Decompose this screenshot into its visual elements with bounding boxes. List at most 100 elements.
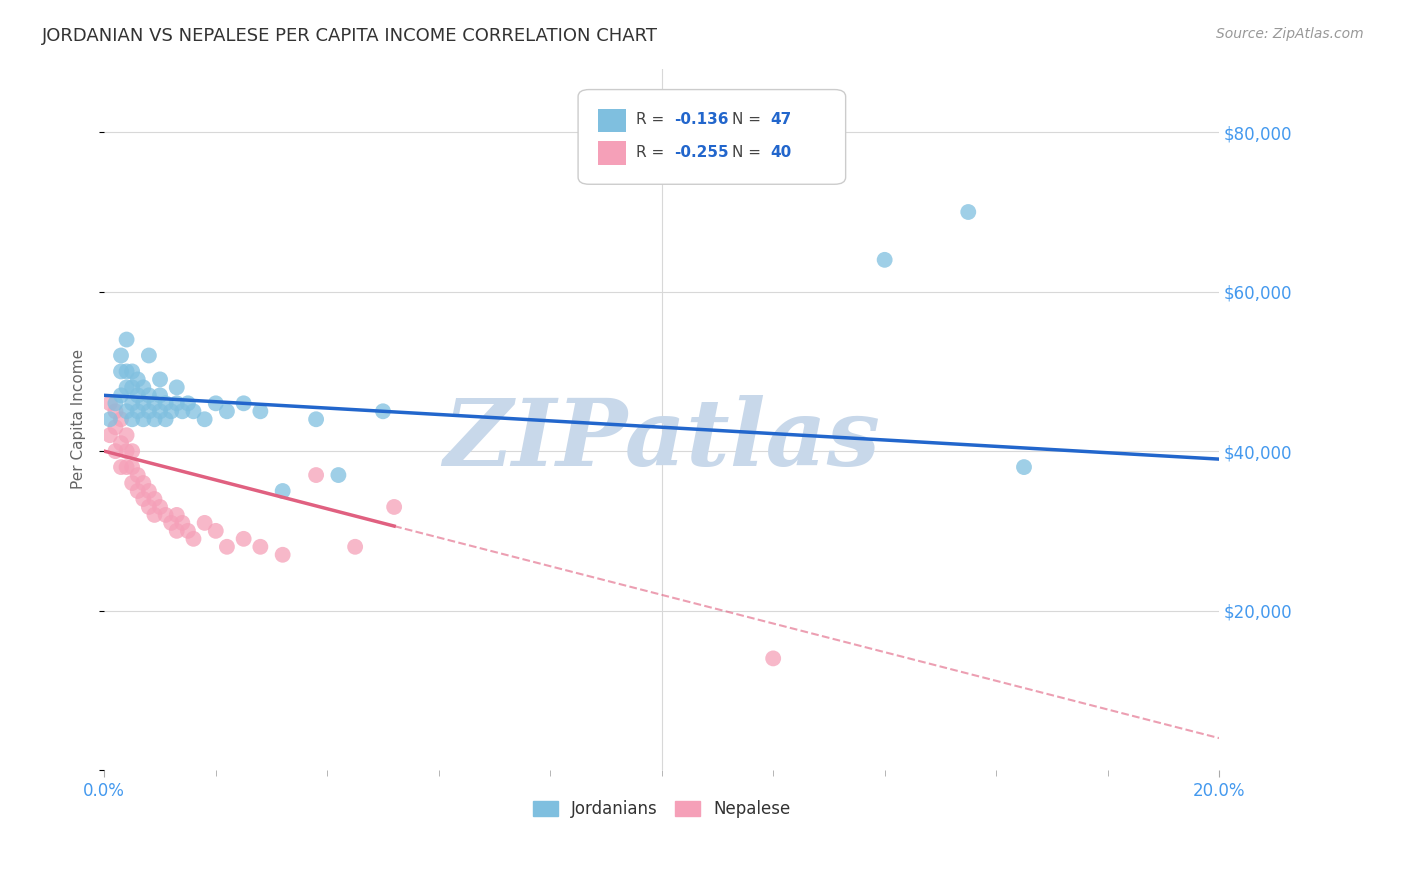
- Point: [115, 333, 138, 347]
- Point: [121, 460, 143, 475]
- Point: [762, 651, 785, 665]
- Point: [110, 364, 132, 378]
- Point: [121, 380, 143, 394]
- Point: [143, 491, 166, 506]
- Point: [204, 396, 226, 410]
- Point: [121, 476, 143, 491]
- Point: [138, 500, 160, 514]
- Point: [160, 404, 183, 418]
- Point: [155, 508, 177, 522]
- Point: [149, 372, 172, 386]
- Point: [1012, 460, 1035, 475]
- Text: 40: 40: [770, 145, 792, 161]
- Point: [149, 388, 172, 402]
- Point: [249, 540, 271, 554]
- FancyBboxPatch shape: [578, 89, 845, 185]
- Point: [183, 404, 205, 418]
- Legend: Jordanians, Nepalese: Jordanians, Nepalese: [526, 794, 797, 825]
- Text: Source: ZipAtlas.com: Source: ZipAtlas.com: [1216, 27, 1364, 41]
- Point: [104, 404, 127, 418]
- Point: [194, 412, 217, 426]
- Point: [121, 412, 143, 426]
- Point: [160, 516, 183, 530]
- Point: [115, 364, 138, 378]
- Point: [104, 444, 127, 458]
- Point: [127, 483, 149, 498]
- Point: [98, 428, 121, 442]
- Text: -0.136: -0.136: [673, 112, 728, 128]
- Point: [215, 540, 238, 554]
- Point: [957, 205, 980, 219]
- Point: [271, 483, 294, 498]
- Text: 47: 47: [770, 112, 792, 128]
- Point: [115, 460, 138, 475]
- Point: [143, 396, 166, 410]
- Point: [132, 396, 155, 410]
- FancyBboxPatch shape: [598, 109, 626, 132]
- Point: [183, 532, 205, 546]
- Point: [110, 388, 132, 402]
- Point: [143, 412, 166, 426]
- Point: [104, 420, 127, 434]
- Point: [344, 540, 367, 554]
- Point: [127, 468, 149, 483]
- Point: [127, 388, 149, 402]
- Text: N =: N =: [733, 112, 766, 128]
- Point: [138, 349, 160, 363]
- Point: [104, 396, 127, 410]
- Point: [328, 468, 350, 483]
- Point: [132, 476, 155, 491]
- Point: [110, 436, 132, 450]
- Point: [98, 396, 121, 410]
- Point: [115, 404, 138, 418]
- Point: [127, 372, 149, 386]
- Text: R =: R =: [636, 145, 669, 161]
- Point: [143, 508, 166, 522]
- Point: [215, 404, 238, 418]
- Point: [138, 388, 160, 402]
- Point: [166, 508, 188, 522]
- Point: [382, 500, 405, 514]
- Point: [110, 412, 132, 426]
- Point: [132, 491, 155, 506]
- Text: JORDANIAN VS NEPALESE PER CAPITA INCOME CORRELATION CHART: JORDANIAN VS NEPALESE PER CAPITA INCOME …: [42, 27, 658, 45]
- Point: [127, 404, 149, 418]
- Point: [873, 252, 896, 267]
- Y-axis label: Per Capita Income: Per Capita Income: [72, 349, 86, 490]
- Point: [172, 404, 194, 418]
- Point: [166, 396, 188, 410]
- Text: -0.255: -0.255: [673, 145, 728, 161]
- Point: [305, 468, 328, 483]
- Point: [132, 412, 155, 426]
- Point: [172, 516, 194, 530]
- Point: [121, 364, 143, 378]
- Point: [271, 548, 294, 562]
- Point: [155, 412, 177, 426]
- Point: [121, 396, 143, 410]
- Point: [138, 404, 160, 418]
- Point: [166, 524, 188, 538]
- Point: [177, 524, 200, 538]
- Point: [232, 396, 254, 410]
- Point: [115, 428, 138, 442]
- Text: R =: R =: [636, 112, 669, 128]
- Point: [155, 396, 177, 410]
- Point: [98, 412, 121, 426]
- Point: [121, 444, 143, 458]
- Text: ZIPatlas: ZIPatlas: [443, 395, 880, 485]
- Point: [110, 349, 132, 363]
- Point: [149, 404, 172, 418]
- Point: [204, 524, 226, 538]
- Point: [371, 404, 394, 418]
- Point: [249, 404, 271, 418]
- FancyBboxPatch shape: [598, 142, 626, 165]
- Point: [132, 380, 155, 394]
- Point: [166, 380, 188, 394]
- Point: [115, 380, 138, 394]
- Point: [232, 532, 254, 546]
- Point: [149, 500, 172, 514]
- Point: [305, 412, 328, 426]
- Text: N =: N =: [733, 145, 766, 161]
- Point: [138, 483, 160, 498]
- Point: [115, 444, 138, 458]
